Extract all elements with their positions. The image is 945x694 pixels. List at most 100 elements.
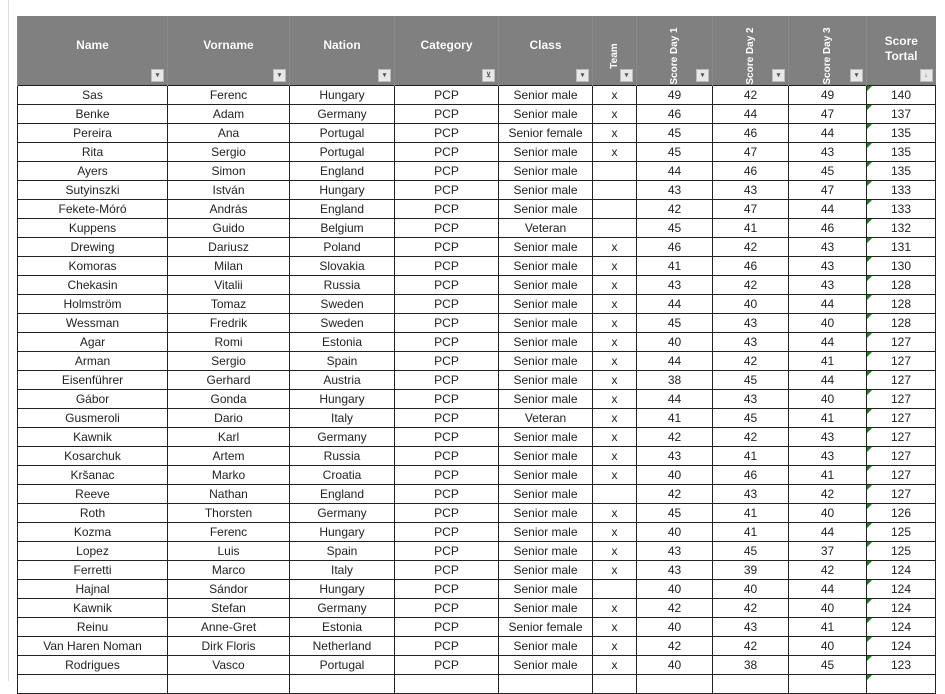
cell-score-day-1[interactable]: 41: [636, 408, 713, 428]
cell-nation[interactable]: Germany: [289, 598, 395, 618]
cell-score-total[interactable]: 124: [866, 579, 936, 599]
cell-team[interactable]: [592, 579, 637, 599]
cell-team[interactable]: x: [592, 503, 637, 523]
cell-empty[interactable]: [498, 674, 593, 694]
cell-team[interactable]: x: [592, 142, 637, 162]
cell-score-day-2[interactable]: 42: [712, 85, 789, 105]
cell-score-day-1[interactable]: 40: [636, 332, 713, 352]
cell-score-day-2[interactable]: 42: [712, 351, 789, 371]
cell-score-day-3[interactable]: 44: [788, 579, 867, 599]
cell-score-total[interactable]: 128: [866, 294, 936, 314]
cell-score-day-2[interactable]: 41: [712, 522, 789, 542]
cell-vorname[interactable]: Dirk Floris: [167, 636, 290, 656]
cell-score-day-3[interactable]: 46: [788, 218, 867, 238]
cell-score-total[interactable]: 132: [866, 218, 936, 238]
cell-score-total[interactable]: 131: [866, 237, 936, 257]
cell-score-total[interactable]: 127: [866, 465, 936, 485]
cell-class[interactable]: Senior male: [498, 332, 593, 352]
cell-category[interactable]: PCP: [394, 408, 499, 428]
cell-score-day-1[interactable]: 43: [636, 541, 713, 561]
cell-name[interactable]: Komoras: [17, 256, 168, 276]
cell-empty[interactable]: [866, 674, 936, 694]
cell-team[interactable]: x: [592, 104, 637, 124]
cell-score-total[interactable]: 135: [866, 142, 936, 162]
filter-dropdown-icon[interactable]: ▾: [696, 69, 709, 82]
cell-score-day-1[interactable]: 44: [636, 161, 713, 181]
cell-category[interactable]: PCP: [394, 332, 499, 352]
cell-score-day-3[interactable]: 40: [788, 636, 867, 656]
cell-nation[interactable]: Estonia: [289, 617, 395, 637]
cell-class[interactable]: Senior male: [498, 484, 593, 504]
cell-score-day-3[interactable]: 37: [788, 541, 867, 561]
cell-nation[interactable]: Poland: [289, 237, 395, 257]
cell-class[interactable]: Senior male: [498, 237, 593, 257]
cell-nation[interactable]: England: [289, 199, 395, 219]
cell-score-day-1[interactable]: 49: [636, 85, 713, 105]
cell-nation[interactable]: Hungary: [289, 579, 395, 599]
cell-category[interactable]: PCP: [394, 427, 499, 447]
cell-name[interactable]: Drewing: [17, 237, 168, 257]
cell-nation[interactable]: Russia: [289, 446, 395, 466]
cell-score-day-1[interactable]: 40: [636, 579, 713, 599]
cell-score-day-3[interactable]: 40: [788, 313, 867, 333]
cell-score-day-3[interactable]: 44: [788, 522, 867, 542]
cell-class[interactable]: Senior male: [498, 465, 593, 485]
cell-score-total[interactable]: 127: [866, 427, 936, 447]
cell-name[interactable]: Chekasin: [17, 275, 168, 295]
cell-nation[interactable]: Italy: [289, 560, 395, 580]
cell-category[interactable]: PCP: [394, 180, 499, 200]
cell-class[interactable]: Senior male: [498, 161, 593, 181]
cell-class[interactable]: Senior male: [498, 256, 593, 276]
cell-score-day-1[interactable]: 40: [636, 465, 713, 485]
cell-team[interactable]: x: [592, 465, 637, 485]
cell-team[interactable]: x: [592, 370, 637, 390]
cell-score-day-3[interactable]: 43: [788, 275, 867, 295]
cell-nation[interactable]: Germany: [289, 427, 395, 447]
cell-vorname[interactable]: Thorsten: [167, 503, 290, 523]
cell-vorname[interactable]: István: [167, 180, 290, 200]
cell-team[interactable]: x: [592, 427, 637, 447]
cell-empty[interactable]: [289, 674, 395, 694]
cell-score-day-1[interactable]: 41: [636, 256, 713, 276]
cell-score-day-3[interactable]: 43: [788, 427, 867, 447]
cell-name[interactable]: Rita: [17, 142, 168, 162]
cell-empty[interactable]: [394, 674, 499, 694]
cell-name[interactable]: Gábor: [17, 389, 168, 409]
cell-score-day-2[interactable]: 40: [712, 579, 789, 599]
cell-category[interactable]: PCP: [394, 617, 499, 637]
cell-empty[interactable]: [592, 674, 637, 694]
cell-name[interactable]: Arman: [17, 351, 168, 371]
cell-team[interactable]: x: [592, 408, 637, 428]
cell-vorname[interactable]: Marko: [167, 465, 290, 485]
cell-name[interactable]: Sutyinszki: [17, 180, 168, 200]
cell-score-total[interactable]: 135: [866, 123, 936, 143]
cell-score-day-2[interactable]: 42: [712, 237, 789, 257]
cell-vorname[interactable]: Ana: [167, 123, 290, 143]
cell-score-total[interactable]: 123: [866, 655, 936, 675]
cell-empty[interactable]: [636, 674, 713, 694]
cell-name[interactable]: Eisenführer: [17, 370, 168, 390]
cell-score-day-3[interactable]: 44: [788, 370, 867, 390]
cell-name[interactable]: Kawnik: [17, 598, 168, 618]
cell-score-day-3[interactable]: 44: [788, 294, 867, 314]
cell-score-total[interactable]: 127: [866, 446, 936, 466]
cell-score-day-2[interactable]: 42: [712, 427, 789, 447]
cell-score-day-2[interactable]: 42: [712, 636, 789, 656]
cell-score-day-2[interactable]: 42: [712, 275, 789, 295]
cell-category[interactable]: PCP: [394, 522, 499, 542]
cell-team[interactable]: x: [592, 294, 637, 314]
cell-score-day-3[interactable]: 42: [788, 560, 867, 580]
cell-name[interactable]: Van Haren Noman: [17, 636, 168, 656]
cell-nation[interactable]: Hungary: [289, 389, 395, 409]
cell-score-day-1[interactable]: 42: [636, 199, 713, 219]
cell-score-day-1[interactable]: 38: [636, 370, 713, 390]
cell-team[interactable]: x: [592, 313, 637, 333]
cell-vorname[interactable]: Fredrik: [167, 313, 290, 333]
cell-vorname[interactable]: Stefan: [167, 598, 290, 618]
cell-score-total[interactable]: 127: [866, 370, 936, 390]
cell-empty[interactable]: [788, 674, 867, 694]
cell-score-day-3[interactable]: 41: [788, 617, 867, 637]
cell-score-day-2[interactable]: 41: [712, 503, 789, 523]
cell-team[interactable]: [592, 161, 637, 181]
cell-score-day-3[interactable]: 44: [788, 332, 867, 352]
